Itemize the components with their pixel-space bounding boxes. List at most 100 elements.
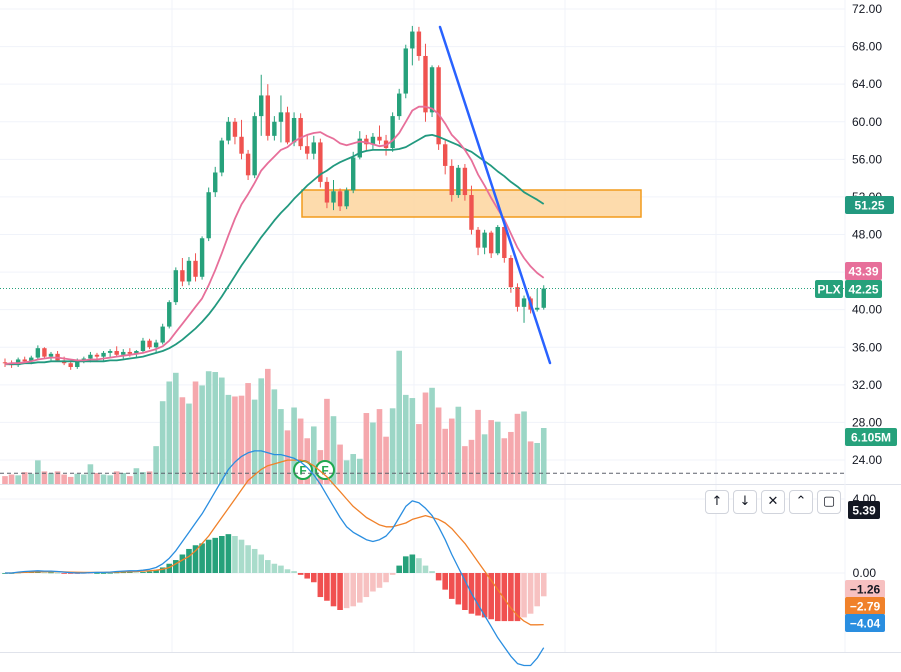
macd-histogram-bar	[508, 573, 514, 622]
candle	[140, 337, 146, 353]
candle-body	[488, 232, 494, 254]
collapse-pane-button[interactable]: ⌃	[789, 490, 813, 514]
macd-histogram-bar	[494, 573, 501, 622]
candle	[488, 230, 494, 258]
candle-body	[318, 142, 323, 182]
macd-histogram-bar	[271, 563, 278, 573]
volume-bar	[284, 430, 291, 484]
move-pane-down-button[interactable]: ↓	[733, 490, 757, 514]
volume-bar	[488, 420, 494, 484]
candle-body	[344, 190, 349, 207]
macd-histogram-bar	[113, 572, 120, 574]
macd-histogram-bar	[455, 573, 462, 605]
axis-badges: 51.25 43.39 PLX 42.25 6.105M 5.39 −1.26 −2.79 −4…	[815, 196, 897, 632]
candle	[331, 180, 336, 211]
volume-bar	[337, 444, 343, 484]
price-tick-label: 72.00	[852, 2, 882, 16]
macd-histogram-bar	[238, 539, 245, 573]
candle	[285, 106, 290, 145]
volume-bar	[225, 394, 232, 484]
candle-body	[88, 354, 93, 359]
macd-histogram-bar	[356, 573, 363, 603]
candle	[305, 133, 310, 160]
volume-bar	[205, 371, 212, 484]
macd-histogram-bar	[100, 573, 107, 574]
sma-short-badge-text: 43.39	[848, 265, 878, 279]
volume-bar	[521, 411, 527, 484]
macd-histogram-bar	[232, 536, 238, 573]
trendline[interactable]	[438, 25, 552, 365]
price-tick-label: 64.00	[852, 77, 882, 91]
macd-histogram-bar	[173, 560, 179, 573]
volume-bar	[81, 474, 87, 484]
volume-bar	[146, 471, 153, 484]
candle	[495, 225, 500, 256]
candle-body	[377, 136, 382, 141]
volume-bar	[278, 409, 284, 484]
price-tick-label: 60.00	[852, 115, 882, 129]
candle-body	[232, 121, 238, 137]
candle-body	[469, 195, 474, 230]
candle-body	[186, 260, 192, 282]
candle-body	[68, 363, 73, 367]
candle	[193, 253, 198, 282]
macd-histogram-bar	[337, 573, 343, 610]
candle	[403, 44, 408, 99]
volume-bar	[475, 409, 481, 484]
candle-body	[22, 359, 27, 362]
candle-body	[239, 136, 244, 154]
candle-body	[121, 351, 126, 355]
volume-bar	[527, 441, 534, 484]
candle	[311, 135, 316, 160]
volume-bar	[159, 401, 166, 484]
macd-histogram-bar	[166, 563, 173, 573]
delete-pane-button[interactable]: ✕	[761, 490, 785, 514]
macd-histogram-bar	[54, 572, 61, 574]
macd-level-badge: 5.39	[848, 501, 880, 519]
macd-histogram-bar	[527, 573, 534, 614]
macd-histogram-bar	[291, 571, 297, 573]
candle-body	[482, 232, 487, 248]
macd-level-badge-bg	[848, 501, 880, 519]
maximize-pane-button[interactable]: ▢	[817, 490, 841, 514]
candle	[344, 187, 349, 210]
volume-bar	[462, 446, 468, 484]
volume-bars	[2, 350, 547, 484]
macd-histogram-bar	[363, 573, 370, 598]
candle-body	[259, 95, 264, 117]
candle-body	[147, 340, 152, 348]
macd-histogram-bar	[429, 571, 435, 573]
macd-signal-badge-bg	[845, 597, 885, 615]
macd-histogram-bar	[514, 573, 521, 622]
candle	[35, 345, 41, 360]
candle-body	[193, 260, 198, 277]
volume-bar	[455, 406, 462, 484]
event-marker-label: F	[299, 464, 306, 478]
move-pane-up-button[interactable]: ↑	[705, 490, 729, 514]
macd-signal-badge-text: −2.79	[850, 600, 881, 614]
macd-histogram-bar	[448, 573, 455, 599]
candle-body	[508, 257, 514, 288]
candle-body	[423, 55, 428, 113]
candle	[259, 74, 264, 136]
candle	[370, 133, 376, 150]
volume-bar	[324, 398, 330, 484]
macd-histogram-bar	[324, 573, 330, 601]
price-tick-label: 28.00	[852, 415, 882, 429]
candle	[534, 288, 540, 312]
candle-body	[364, 138, 369, 145]
candle-body	[94, 354, 100, 357]
volume-bar	[363, 413, 370, 484]
candle-body	[2, 362, 8, 364]
volume-bar	[409, 398, 416, 484]
last-price-badge-bg	[845, 280, 882, 298]
candle	[541, 285, 546, 310]
macd-level-badge-text: 5.39	[852, 504, 876, 518]
volume-bar	[153, 446, 159, 484]
volume-bar	[87, 464, 94, 484]
volume-bar	[179, 397, 186, 484]
macd-histogram-bar	[153, 570, 159, 573]
macd-histogram-bar	[409, 554, 416, 573]
sma-long-line	[5, 133, 545, 366]
